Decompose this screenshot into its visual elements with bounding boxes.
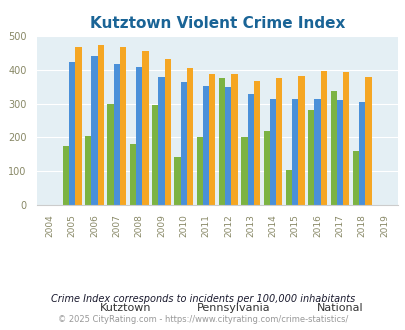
Bar (119, 47, 126, 205)
Bar (152, 105, 158, 205)
Bar (231, 74, 237, 205)
Bar (69, 61, 75, 205)
Bar (91, 56, 98, 205)
Bar (269, 99, 275, 205)
Bar (75, 47, 81, 205)
Bar (186, 68, 193, 205)
Bar (113, 64, 119, 205)
Text: Crime Index corresponds to incidents per 100,000 inhabitants: Crime Index corresponds to incidents per… (51, 294, 354, 304)
Bar (307, 110, 314, 205)
Bar (225, 87, 231, 205)
Bar (218, 79, 225, 205)
Bar (164, 59, 171, 205)
Bar (63, 146, 69, 205)
Bar (298, 76, 304, 205)
Bar (364, 77, 371, 205)
Bar (174, 157, 180, 205)
Bar (336, 100, 342, 205)
Bar (98, 46, 104, 205)
Bar (263, 131, 269, 205)
Bar (107, 104, 113, 205)
Legend: Kutztown, Pennsylvania, National: Kutztown, Pennsylvania, National (67, 298, 367, 317)
Bar (85, 136, 91, 205)
Bar (285, 170, 292, 205)
Bar (202, 86, 209, 205)
Title: Kutztown Violent Crime Index: Kutztown Violent Crime Index (89, 16, 344, 31)
Bar (158, 77, 164, 205)
Bar (314, 99, 320, 205)
Bar (352, 151, 358, 205)
Bar (292, 99, 298, 205)
Bar (320, 71, 326, 205)
Bar (142, 51, 148, 205)
Bar (247, 94, 253, 205)
Bar (130, 144, 136, 205)
Text: © 2025 CityRating.com - https://www.cityrating.com/crime-statistics/: © 2025 CityRating.com - https://www.city… (58, 315, 347, 324)
Bar (136, 67, 142, 205)
Bar (209, 74, 215, 205)
Bar (358, 102, 364, 205)
Bar (275, 78, 281, 205)
Bar (241, 137, 247, 205)
Bar (330, 91, 336, 205)
Bar (342, 72, 348, 205)
Bar (253, 81, 259, 205)
Bar (180, 82, 186, 205)
Bar (196, 137, 202, 205)
